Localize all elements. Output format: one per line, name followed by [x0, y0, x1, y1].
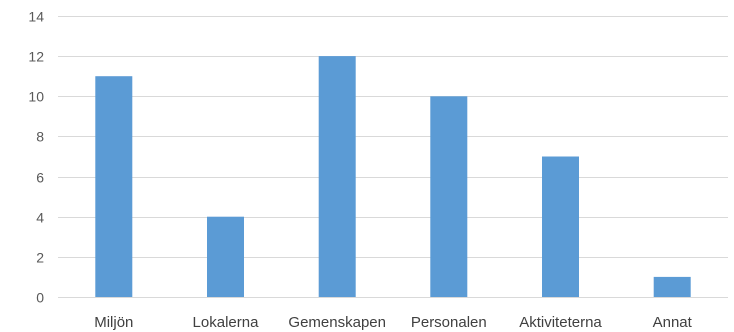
y-tick-label: 4 — [36, 210, 44, 226]
bar-lokalerna — [207, 216, 244, 297]
y-tick-label: 10 — [28, 89, 44, 105]
bar-miljön — [95, 76, 133, 297]
bar-annat — [653, 276, 691, 297]
x-category-label: Gemenskapen — [288, 314, 386, 331]
y-axis-ticks: 0 2 4 6 8 10 12 14 — [28, 9, 44, 306]
bar-aktiviteterna — [542, 156, 579, 297]
y-tick-label: 14 — [28, 9, 44, 25]
gridlines — [58, 16, 728, 298]
y-tick-label: 2 — [36, 250, 44, 266]
bar-personalen — [430, 96, 468, 297]
x-category-label: Lokalerna — [193, 314, 260, 331]
x-category-label: Aktiviteterna — [519, 314, 602, 331]
x-category-label: Personalen — [411, 314, 487, 331]
bars — [95, 56, 691, 297]
x-category-label: Miljön — [94, 314, 133, 331]
y-tick-label: 0 — [36, 290, 44, 306]
x-axis-categories: Miljön Lokalerna Gemenskapen Personalen Akti… — [94, 314, 692, 331]
y-tick-label: 8 — [36, 129, 44, 145]
x-category-label: Annat — [653, 314, 693, 331]
y-tick-label: 6 — [36, 170, 44, 186]
y-tick-label: 12 — [28, 49, 44, 65]
bar-gemenskapen — [318, 56, 356, 297]
